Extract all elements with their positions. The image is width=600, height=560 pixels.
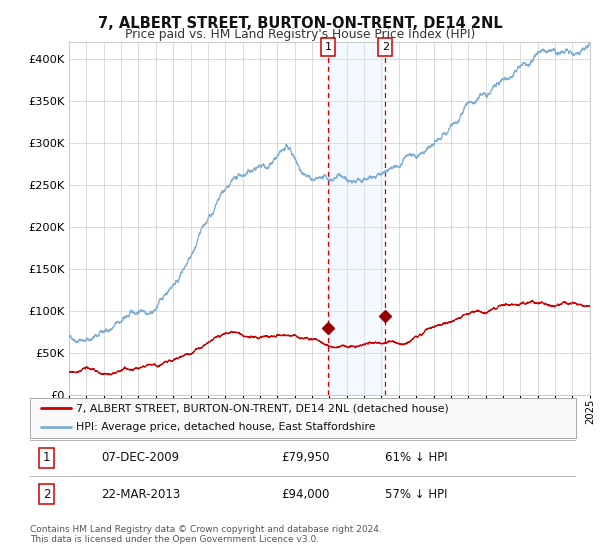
Text: 2: 2 [382, 42, 389, 52]
Text: 22-MAR-2013: 22-MAR-2013 [101, 488, 180, 501]
Bar [328, 42, 385, 395]
Text: 1: 1 [325, 42, 332, 52]
Text: Contains HM Land Registry data © Crown copyright and database right 2024.: Contains HM Land Registry data © Crown c… [30, 525, 382, 534]
Text: 57% ↓ HPI: 57% ↓ HPI [385, 488, 448, 501]
Text: 7, ALBERT STREET, BURTON-ON-TRENT, DE14 2NL (detached house): 7, ALBERT STREET, BURTON-ON-TRENT, DE14 … [76, 404, 449, 413]
Text: £94,000: £94,000 [281, 488, 329, 501]
Text: This data is licensed under the Open Government Licence v3.0.: This data is licensed under the Open Gov… [30, 535, 319, 544]
Text: 2: 2 [43, 488, 50, 501]
Text: 7, ALBERT STREET, BURTON-ON-TRENT, DE14 2NL: 7, ALBERT STREET, BURTON-ON-TRENT, DE14 … [98, 16, 502, 31]
Text: HPI: Average price, detached house, East Staffordshire: HPI: Average price, detached house, East… [76, 422, 376, 432]
Text: Price paid vs. HM Land Registry's House Price Index (HPI): Price paid vs. HM Land Registry's House … [125, 28, 475, 41]
Text: 61% ↓ HPI: 61% ↓ HPI [385, 451, 448, 464]
Text: 07-DEC-2009: 07-DEC-2009 [101, 451, 179, 464]
Text: £79,950: £79,950 [281, 451, 329, 464]
Text: 1: 1 [43, 451, 50, 464]
